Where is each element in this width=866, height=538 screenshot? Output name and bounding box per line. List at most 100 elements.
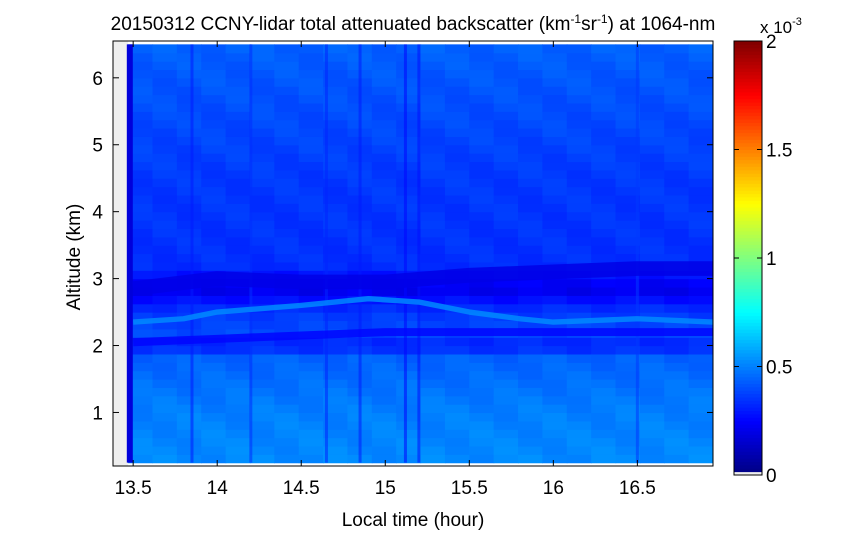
heatmap-cell	[396, 44, 422, 54]
heatmap-cell	[518, 362, 544, 372]
heatmap-cell	[566, 286, 592, 296]
heatmap-cell	[323, 312, 349, 322]
heatmap-cell	[128, 86, 154, 96]
heatmap-cell	[615, 94, 641, 104]
x-tick-label: 16.5	[619, 478, 656, 499]
heatmap-cell	[493, 454, 519, 464]
heatmap-cell	[396, 370, 422, 380]
heatmap-cell	[396, 320, 422, 330]
heatmap-cell	[518, 178, 544, 188]
heatmap-cell	[639, 136, 665, 146]
colorbar-cell	[734, 254, 762, 259]
heatmap-cell	[396, 77, 422, 87]
colorbar-cell	[734, 274, 762, 279]
heatmap-cell	[639, 420, 665, 430]
heatmap-cell	[128, 111, 154, 121]
title-prefix: 20150312 CCNY-lidar total attenuated bac…	[111, 14, 571, 35]
heatmap-cell	[128, 136, 154, 146]
colorbar-tick-label: 0.5	[766, 358, 792, 379]
heatmap-cell	[152, 77, 178, 87]
heatmap-cell	[688, 69, 713, 79]
heatmap-cell	[444, 111, 470, 121]
heatmap-cell	[298, 454, 324, 464]
heatmap-cell	[591, 203, 617, 213]
heatmap-cell	[152, 228, 178, 238]
heatmap-cell	[152, 144, 178, 154]
colorbar-cell	[734, 61, 762, 66]
heatmap-cell	[323, 128, 349, 137]
heatmap-cell	[274, 94, 300, 104]
heatmap-cell	[274, 186, 300, 196]
heatmap-cell	[639, 119, 665, 129]
heatmap-cell	[688, 144, 713, 154]
heatmap-cell	[542, 52, 568, 62]
heatmap-cell	[591, 77, 617, 87]
heatmap-cell	[615, 303, 641, 313]
heatmap-cell	[493, 194, 519, 204]
colorbar-cell	[734, 125, 762, 130]
heatmap-cell	[493, 136, 519, 146]
heatmap-cell	[176, 395, 202, 405]
heatmap-cell	[298, 61, 324, 71]
heatmap-cell	[566, 295, 592, 305]
colorbar-cell	[734, 268, 762, 273]
colorbar-cell	[734, 210, 762, 215]
heatmap-cell	[615, 102, 641, 112]
heatmap-cell	[688, 220, 713, 230]
heatmap-cell	[493, 404, 519, 414]
heatmap-cell	[249, 245, 275, 255]
heatmap-cell	[566, 412, 592, 422]
heatmap-cell	[469, 362, 495, 372]
heatmap-cell	[201, 345, 227, 355]
heatmap-cell	[688, 44, 713, 54]
colorbar-cell	[734, 105, 762, 110]
colorbar-cell	[734, 68, 762, 73]
heatmap-cell	[420, 102, 446, 112]
heatmap-cell	[566, 194, 592, 204]
colorbar-cell	[734, 403, 762, 408]
colorbar-cell	[734, 410, 762, 415]
heatmap-cell	[298, 337, 324, 347]
colorbar-cell	[734, 176, 762, 181]
colorbar-cell	[734, 332, 762, 337]
heatmap-cell	[566, 253, 592, 263]
heatmap-cell	[128, 52, 154, 62]
heatmap-cell	[566, 420, 592, 430]
heatmap-cell	[639, 236, 665, 246]
colorbar-cell	[734, 98, 762, 103]
heatmap-cell	[176, 111, 202, 121]
heatmap-cell	[249, 111, 275, 121]
colorbar-cell	[734, 444, 762, 449]
heatmap-cell	[371, 128, 397, 137]
heatmap-cell	[371, 102, 397, 112]
x-axis-label: Local time (hour)	[342, 510, 485, 531]
heatmap-cell	[444, 253, 470, 263]
heatmap-cell	[518, 295, 544, 305]
colorbar-cell	[734, 346, 762, 351]
heatmap-cell	[249, 378, 275, 388]
heatmap-cell	[371, 69, 397, 79]
heatmap-cell	[493, 420, 519, 430]
heatmap-cell	[225, 353, 251, 363]
heatmap-cell	[323, 77, 349, 87]
heatmap-cell	[298, 119, 324, 129]
heatmap-cell	[664, 420, 690, 430]
heatmap-cell	[225, 44, 251, 54]
heatmap-cell	[688, 153, 713, 163]
heatmap-cell	[128, 353, 154, 363]
heatmap-cell	[152, 253, 178, 263]
heatmap-cell	[542, 144, 568, 154]
heatmap-cell	[591, 194, 617, 204]
heatmap-cell	[639, 395, 665, 405]
heatmap-cell	[274, 178, 300, 188]
heatmap-cell	[664, 337, 690, 347]
heatmap-cell	[128, 295, 154, 305]
heatmap-cell	[152, 270, 178, 280]
heatmap-cell	[493, 169, 519, 179]
heatmap-cell	[128, 261, 154, 271]
heatmap-cell	[493, 286, 519, 296]
heatmap-cell	[615, 211, 641, 221]
heatmap-cell	[639, 94, 665, 104]
heatmap-cell	[323, 119, 349, 129]
heatmap-cell	[518, 153, 544, 163]
